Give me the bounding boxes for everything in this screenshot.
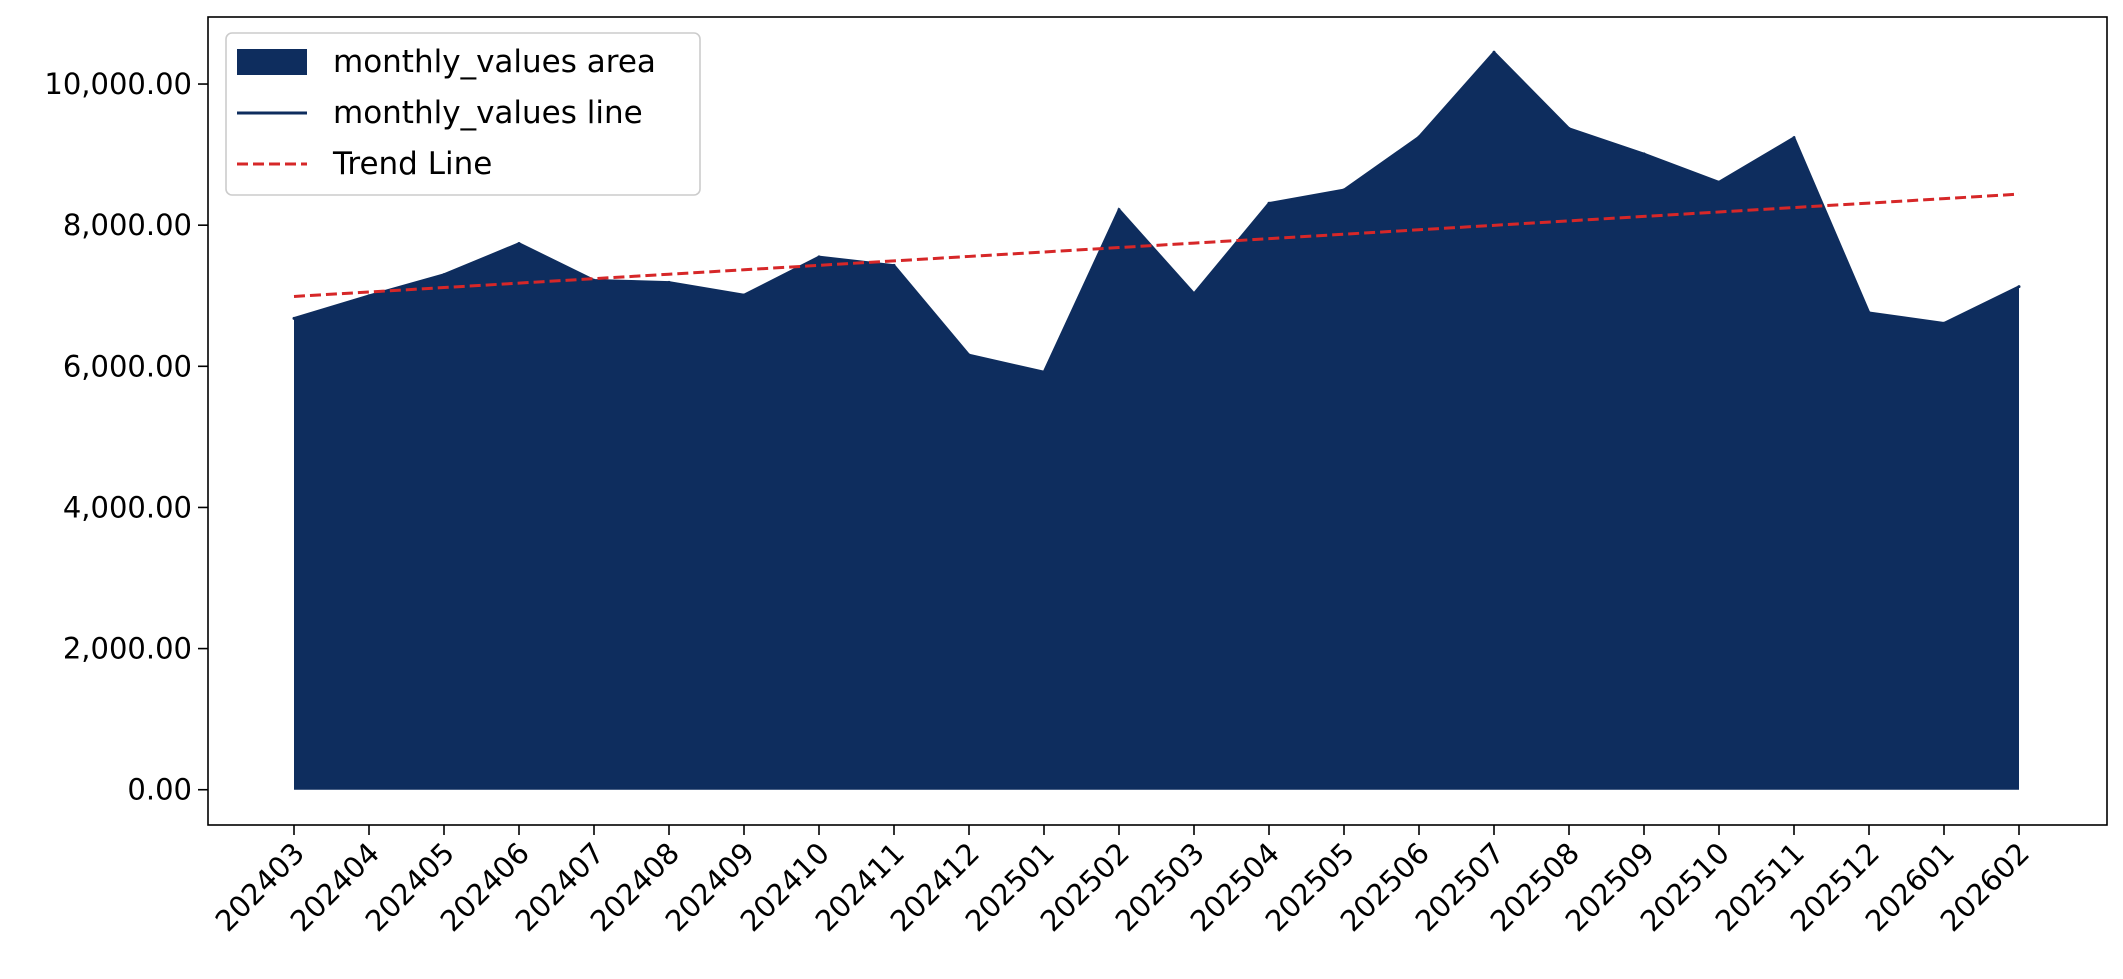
data-point: [667, 280, 671, 284]
y-tick-label: 10,000.00: [44, 67, 192, 101]
data-point: [1342, 188, 1346, 192]
legend-box: [225, 32, 701, 196]
data-point: [817, 255, 821, 259]
data-point: [2017, 285, 2021, 289]
y-tick-label: 6,000.00: [63, 349, 192, 383]
y-tick-label: 4,000.00: [63, 490, 192, 524]
legend-swatch-area: [237, 49, 307, 75]
data-point: [1567, 126, 1571, 130]
data-point: [1792, 136, 1796, 140]
data-point: [1117, 208, 1121, 212]
data-point: [1267, 201, 1271, 205]
data-point: [292, 316, 296, 320]
area-fill: [294, 52, 2019, 790]
data-point: [742, 293, 746, 297]
data-point: [1417, 135, 1421, 139]
data-point: [517, 242, 521, 246]
legend: monthly_values area monthly_values line Tr…: [225, 32, 701, 196]
y-tick-label: 8,000.00: [63, 208, 192, 242]
data-point: [1942, 321, 1946, 325]
data-point: [442, 273, 446, 277]
data-point: [1492, 50, 1496, 54]
trend-line: [293, 192, 2020, 298]
y-tick-label: 0.00: [127, 773, 192, 807]
legend-label-trend: Trend Line: [332, 146, 492, 182]
legend-label-area: monthly_values area: [333, 44, 656, 80]
series-line: [293, 50, 2020, 374]
data-point: [1867, 311, 1871, 315]
y-tick-label: 2,000.00: [63, 632, 192, 666]
data-point: [892, 263, 896, 267]
legend-label-line: monthly_values line: [333, 95, 643, 131]
data-point: [592, 278, 596, 282]
data-point: [1642, 152, 1646, 156]
series-layer: [292, 50, 2021, 790]
data-point: [367, 294, 371, 298]
plot-frame: [207, 16, 2108, 826]
data-point: [967, 353, 971, 357]
data-point: [1042, 370, 1046, 374]
data-point: [1192, 292, 1196, 296]
data-point: [1717, 180, 1721, 184]
